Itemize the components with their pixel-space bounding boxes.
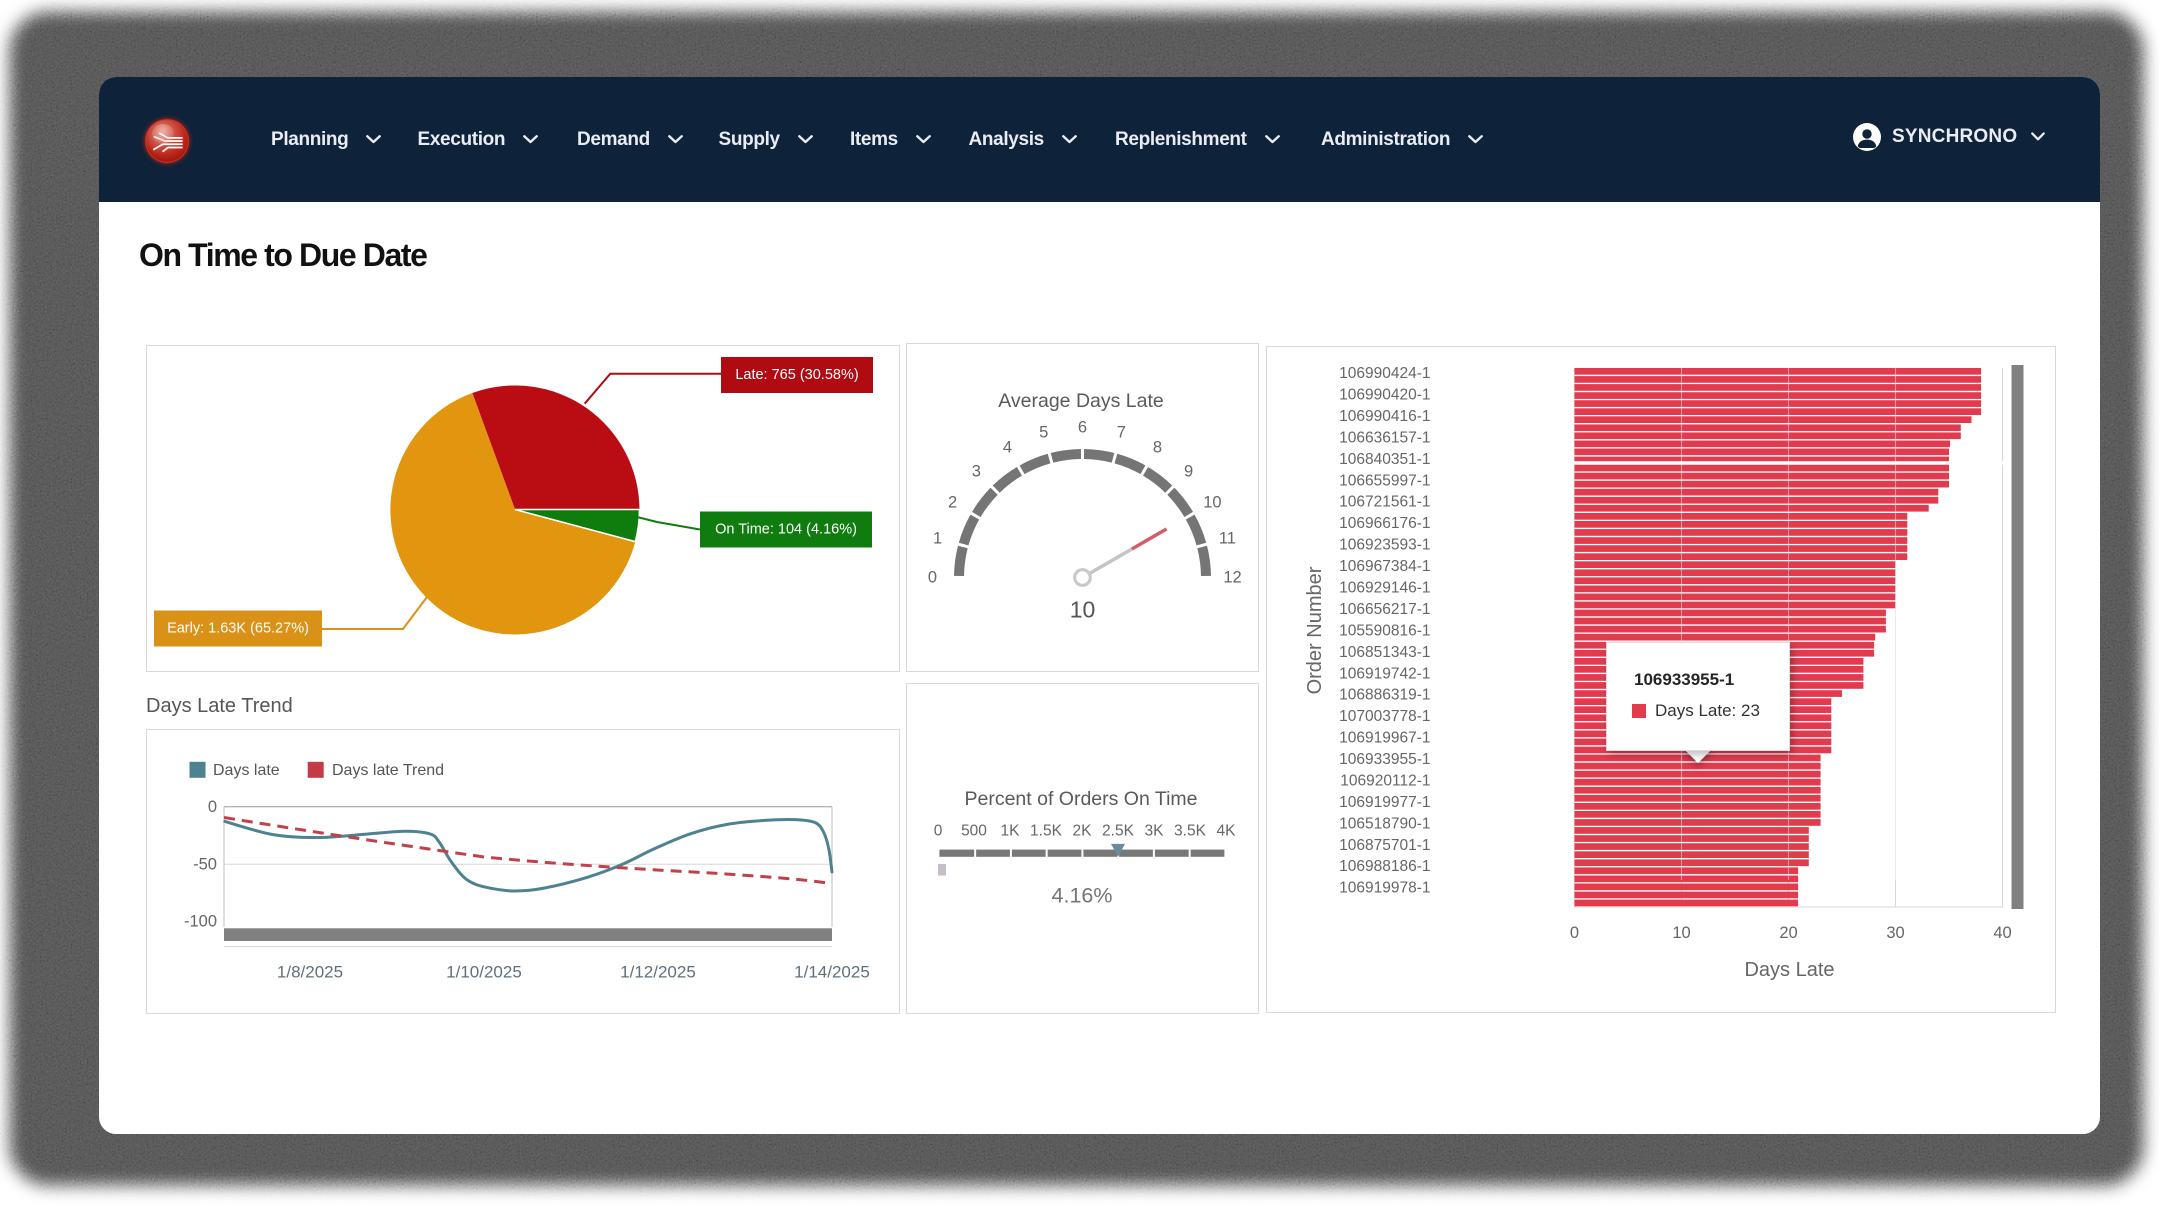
svg-text:9: 9	[1184, 462, 1193, 480]
svg-text:106919977-1: 106919977-1	[1339, 794, 1430, 811]
svg-text:7: 7	[1117, 424, 1126, 442]
svg-text:1/12/2025: 1/12/2025	[620, 963, 696, 982]
svg-text:4K: 4K	[1217, 823, 1237, 840]
svg-text:12: 12	[1223, 569, 1241, 587]
svg-text:106840351-1: 106840351-1	[1339, 451, 1430, 468]
svg-text:106656217-1: 106656217-1	[1339, 601, 1430, 618]
svg-text:-50: -50	[193, 855, 217, 873]
svg-text:106920112-1: 106920112-1	[1340, 773, 1430, 790]
svg-text:106636157-1: 106636157-1	[1339, 429, 1430, 446]
svg-text:Late: 765 (30.58%): Late: 765 (30.58%)	[735, 367, 858, 383]
svg-text:106933955-1: 106933955-1	[1339, 751, 1430, 768]
svg-text:Average Days Late: Average Days Late	[998, 390, 1164, 412]
svg-text:106966176-1: 106966176-1	[1339, 515, 1430, 532]
svg-text:106988186-1: 106988186-1	[1339, 858, 1430, 875]
svg-text:Early: 1.63K (65.27%): Early: 1.63K (65.27%)	[167, 621, 309, 637]
svg-text:0: 0	[208, 798, 217, 816]
svg-text:2.5K: 2.5K	[1102, 823, 1135, 840]
svg-text:20: 20	[1779, 924, 1797, 942]
svg-text:106990420-1: 106990420-1	[1339, 387, 1430, 404]
svg-text:106886319-1: 106886319-1	[1339, 687, 1430, 704]
svg-text:40: 40	[1993, 924, 2011, 942]
svg-text:1.5K: 1.5K	[1030, 823, 1063, 840]
svg-text:10: 10	[1203, 494, 1221, 512]
svg-text:106851343-1: 106851343-1	[1339, 644, 1430, 661]
svg-text:107003778-1: 107003778-1	[1339, 708, 1430, 725]
svg-text:Days Late: Days Late	[1744, 959, 1834, 981]
svg-text:106655997-1: 106655997-1	[1339, 472, 1430, 489]
svg-text:4: 4	[1003, 439, 1012, 457]
svg-text:10: 10	[1672, 924, 1690, 942]
svg-text:30: 30	[1886, 924, 1904, 942]
svg-text:2K: 2K	[1073, 823, 1093, 840]
svg-text:106919742-1: 106919742-1	[1339, 665, 1430, 682]
svg-text:0: 0	[934, 823, 943, 840]
svg-text:106929146-1: 106929146-1	[1339, 580, 1430, 597]
svg-text:1: 1	[933, 530, 942, 548]
svg-text:5: 5	[1039, 424, 1048, 442]
svg-text:106967384-1: 106967384-1	[1339, 558, 1430, 575]
svg-text:106518790-1: 106518790-1	[1339, 815, 1430, 832]
svg-text:Days late Trend: Days late Trend	[332, 762, 444, 779]
svg-text:0: 0	[928, 569, 937, 587]
svg-text:1/10/2025: 1/10/2025	[446, 963, 522, 982]
svg-text:1/8/2025: 1/8/2025	[277, 963, 343, 982]
svg-text:Order Number: Order Number	[1304, 566, 1326, 694]
svg-text:1/14/2025: 1/14/2025	[794, 963, 870, 982]
svg-text:106919967-1: 106919967-1	[1339, 730, 1430, 747]
svg-text:106721561-1: 106721561-1	[1339, 494, 1430, 511]
svg-text:106875701-1: 106875701-1	[1339, 837, 1430, 854]
svg-text:0: 0	[1570, 924, 1579, 942]
svg-text:106923593-1: 106923593-1	[1339, 537, 1430, 554]
svg-text:3.5K: 3.5K	[1174, 823, 1207, 840]
svg-text:500: 500	[961, 823, 987, 840]
svg-text:2: 2	[948, 494, 957, 512]
svg-text:3: 3	[972, 462, 981, 480]
svg-text:6: 6	[1078, 419, 1087, 437]
svg-text:106990424-1: 106990424-1	[1339, 365, 1430, 382]
svg-text:8: 8	[1153, 439, 1162, 457]
svg-text:Percent of Orders On Time: Percent of Orders On Time	[964, 788, 1197, 810]
svg-text:On Time: 104 (4.16%): On Time: 104 (4.16%)	[715, 522, 857, 538]
svg-text:106919978-1: 106919978-1	[1339, 880, 1430, 897]
svg-text:105590816-1: 105590816-1	[1339, 622, 1430, 639]
svg-text:-100: -100	[184, 913, 217, 931]
svg-text:3K: 3K	[1145, 823, 1165, 840]
svg-text:11: 11	[1219, 530, 1236, 548]
svg-text:Days late: Days late	[213, 762, 280, 779]
svg-text:1K: 1K	[1001, 823, 1021, 840]
svg-text:4.16%: 4.16%	[1052, 884, 1113, 908]
svg-text:106990416-1: 106990416-1	[1339, 408, 1430, 425]
svg-text:10: 10	[1070, 597, 1096, 623]
